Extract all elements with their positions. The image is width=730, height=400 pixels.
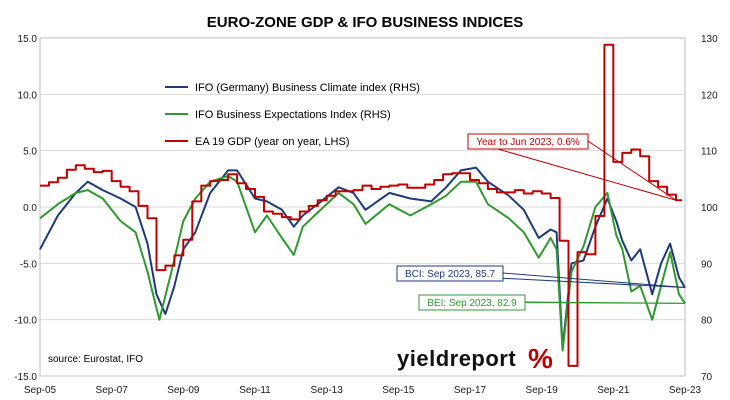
x-axis-tick: Sep-13 <box>311 385 344 396</box>
plot-area-border <box>39 37 686 377</box>
x-axis-tick: Sep-17 <box>454 385 487 396</box>
annotation-bei-label: BEI: Sep 2023, 82.9 <box>427 298 517 309</box>
x-axis-tick: Sep-05 <box>24 385 57 396</box>
annotations: Year to Jun 2023, 0.6% BCI: Sep 2023, 85.… <box>396 133 686 311</box>
x-axis-tick: Sep-23 <box>669 385 702 396</box>
right-axis-tick: 70 <box>701 372 713 383</box>
series-line-ifo-business-expectations <box>39 175 686 352</box>
annotation-bei-leader <box>524 301 686 304</box>
series-line-ifo-business-climate <box>39 166 686 349</box>
right-axis-tick-labels: 130 120 110 100 90 80 70 <box>701 34 718 383</box>
left-axis-tick: 5.0 <box>23 147 37 158</box>
legend: IFO (Germany) Business Climate index (RH… <box>165 82 420 148</box>
chart-title: EURO-ZONE GDP & IFO BUSINESS INDICES <box>207 14 523 31</box>
right-axis-tick: 130 <box>701 34 718 45</box>
left-axis-tick-labels: 15.0 10.0 5.0 0.0 -5.0 -10.0 -15.0 <box>14 34 37 383</box>
annotation-gdp-leader <box>587 140 677 201</box>
annotation-bei-box <box>418 294 526 311</box>
right-axis-tick: 120 <box>701 90 718 101</box>
left-axis-tick: -10.0 <box>14 316 37 327</box>
annotation-gdp-box <box>467 133 589 150</box>
right-axis-tick: 80 <box>701 316 713 327</box>
annotation-bci-leader <box>502 272 686 289</box>
watermark-text: yieldreport <box>397 346 516 371</box>
annotation-gdp-leader <box>469 140 677 201</box>
left-axis-tick: 10.0 <box>18 90 38 101</box>
x-axis-tick-labels: Sep-05 Sep-07 Sep-09 Sep-11 Sep-13 Sep-15 Sep-… <box>24 385 702 396</box>
left-axis-tick: 0.0 <box>23 203 37 214</box>
legend-label: IFO Business Expectations Index (RHS) <box>195 109 391 121</box>
x-axis-tick: Sep-11 <box>239 385 271 396</box>
annotation-bci-label: BCI: Sep 2023, 85.7 <box>405 269 496 280</box>
annotation-bci-box <box>396 265 504 282</box>
watermark-percent: % <box>528 343 553 374</box>
right-axis-tick: 110 <box>701 147 717 158</box>
annotation-gdp-label: Year to Jun 2023, 0.6% <box>476 137 580 148</box>
series-line-ea19-gdp <box>40 43 682 367</box>
left-axis-tick: 15.0 <box>18 34 38 45</box>
series-lines <box>39 43 686 367</box>
legend-label: EA 19 GDP (year on year, LHS) <box>195 136 349 148</box>
right-axis-tick: 90 <box>701 259 713 270</box>
left-axis-tick: -5.0 <box>20 259 38 270</box>
x-axis-tick: Sep-15 <box>382 385 415 396</box>
x-axis-tick: Sep-19 <box>526 385 559 396</box>
legend-label: IFO (Germany) Business Climate index (RH… <box>195 82 420 94</box>
x-axis-tick: Sep-09 <box>167 385 200 396</box>
watermark-logo: yieldreport % <box>397 343 553 374</box>
right-axis-tick: 100 <box>701 203 718 214</box>
x-axis-tick: Sep-21 <box>597 385 630 396</box>
x-axis-tick: Sep-07 <box>96 385 129 396</box>
left-axis-tick: -15.0 <box>14 372 37 383</box>
source-note: source: Eurostat, IFO <box>48 354 143 365</box>
